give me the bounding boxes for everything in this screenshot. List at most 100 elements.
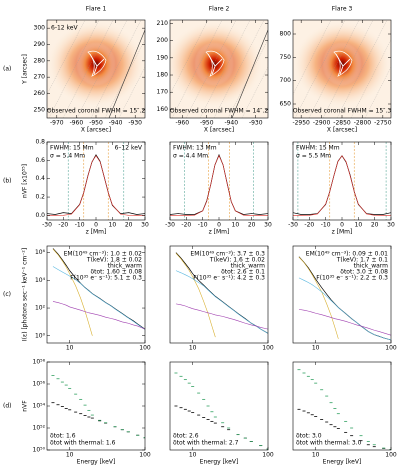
x-axis-label: z [Mm] — [86, 229, 107, 236]
plot-area — [293, 20, 391, 118]
panel-title: Flare 2 — [209, 6, 230, 13]
annotation: T(keV): 1.6 ± 0.02 — [209, 257, 265, 264]
plot-area — [47, 142, 145, 220]
y-tick-label: 700 — [280, 77, 292, 84]
y-tick-label: 200 — [157, 37, 169, 44]
annotation: T(keV): 1.7 ± 0.1 — [336, 257, 388, 264]
annotation: δtot: 2.6 ± 0.1 — [221, 269, 265, 276]
loop-arrow — [207, 53, 223, 75]
heliographic-grid — [213, 20, 265, 118]
annotation: δtot with thermal: 3.0 — [296, 440, 362, 447]
annotation: δtot: 3.0 — [296, 433, 322, 440]
annotation: σ = 4.4 Mm — [173, 153, 208, 160]
x-tick-label: 10 — [66, 345, 74, 352]
x-tick-label: -930 — [128, 120, 142, 127]
x-tick-label: 10 — [189, 452, 197, 459]
data-line — [298, 277, 391, 341]
plot-area — [51, 375, 145, 439]
y-tick-label: 0.6 — [35, 157, 45, 164]
annotation: FWHM: 15 Mm — [296, 145, 340, 152]
x-tick-label: 20 — [125, 222, 133, 229]
panel-label: (c) — [3, 291, 11, 298]
x-tick-label: 30 — [141, 222, 149, 229]
x-tick-label: -10 — [321, 222, 331, 229]
heliographic-grid — [104, 39, 145, 118]
plot-area — [293, 142, 391, 220]
plot-area — [298, 256, 391, 341]
x-tick-label: 10 — [232, 222, 240, 229]
heliographic-grid — [62, 20, 114, 118]
heliographic-grid — [336, 20, 388, 118]
data-line — [298, 256, 339, 339]
y-tick-label: 650 — [280, 101, 292, 108]
heliographic-grid — [48, 20, 100, 118]
annotation: thick_warm — [108, 263, 143, 270]
x-tick-label: 10 — [355, 222, 363, 229]
y-tick-label: 270 — [34, 74, 46, 81]
plot-area — [170, 142, 268, 220]
x-tick-label: -2850 — [333, 120, 351, 127]
data-line — [52, 248, 93, 336]
annotation: FWHM: 15 Mm — [50, 145, 94, 152]
annotation: δtot: 2.6 — [173, 433, 199, 440]
y-tick-label: 160 — [157, 106, 169, 113]
y-axis-label: nVF — [22, 400, 29, 412]
loop-arrow — [89, 53, 105, 75]
x-tick-label: -950 — [200, 120, 214, 127]
plot-area — [174, 372, 268, 450]
annotation: σ = 5.4 Mm — [50, 153, 85, 160]
x-tick-label: 10 — [312, 452, 320, 459]
heliographic-grid — [118, 66, 145, 118]
y-axis-label: nVF [x10⁵⁵] — [22, 164, 29, 198]
x-tick-label: 30 — [387, 222, 395, 229]
y-tick-label: 0.0 — [35, 212, 45, 219]
x-axis-label: z [Mm] — [332, 229, 353, 236]
y-tick-label: 190 — [157, 54, 169, 61]
x-tick-label: -10 — [75, 222, 85, 229]
axes-frame — [292, 361, 392, 451]
annotation: EM(10⁴⁹ cm⁻³): 0.09 ± 0.01 — [306, 251, 388, 258]
data-line — [47, 154, 145, 215]
annotation: thick_warm — [354, 263, 389, 270]
x-tick-label: -20 — [304, 222, 314, 229]
panel-title: Flare 1 — [86, 6, 107, 13]
y-tick-label: 10⁴ — [35, 277, 46, 284]
y-tick-label: 10⁶ — [35, 249, 46, 256]
annotation: T(keV): 1.8 ± 0.02 — [86, 257, 142, 264]
annotation: 6–12 keV — [115, 145, 143, 152]
axes-frame — [292, 245, 392, 344]
solar-limb — [231, 29, 268, 118]
plot-area — [52, 248, 145, 336]
x-tick-label: -30 — [165, 222, 175, 229]
solar-limb — [108, 29, 145, 118]
annotation: δtot with thermal: 2.7 — [173, 440, 239, 447]
x-tick-label: -20 — [181, 222, 191, 229]
data-line — [175, 253, 216, 338]
data-line — [52, 266, 145, 330]
annotation: Observed coronal FWHM = 14″.2 — [170, 108, 269, 115]
x-tick-label: 100 — [262, 452, 274, 459]
heliographic-grid — [90, 20, 142, 118]
x-tick-label: -2800 — [354, 120, 372, 127]
annotation: 6-12 keV — [51, 25, 78, 32]
y-tick-label: 800 — [280, 31, 292, 38]
x-tick-label: 100 — [262, 345, 274, 352]
annotation: δtot with thermal: 1.6 — [50, 440, 116, 447]
y-tick-label: 10⁰ — [35, 332, 46, 339]
x-axis-label: X [arcsec] — [327, 127, 357, 134]
x-axis-label: Energy [keV] — [200, 459, 239, 466]
panel-label: (a) — [3, 66, 11, 73]
x-tick-label: -940 — [109, 120, 123, 127]
annotation: δtot: 1.60 ± 0.08 — [90, 269, 142, 276]
heliographic-grid — [350, 39, 391, 118]
panel-title: Flare 3 — [332, 6, 353, 13]
contour — [333, 50, 353, 77]
annotation: FWHM: 13 Mm — [173, 145, 217, 152]
y-tick-label: 10⁵⁰ — [33, 447, 46, 454]
data-line — [298, 309, 391, 336]
y-tick-label: 170 — [157, 89, 169, 96]
y-axis-label: Y [arcsec] — [22, 54, 29, 85]
contour — [87, 50, 107, 77]
annotation: σ = 5.5 Mm — [296, 153, 331, 160]
x-tick-label: 100 — [385, 345, 397, 352]
